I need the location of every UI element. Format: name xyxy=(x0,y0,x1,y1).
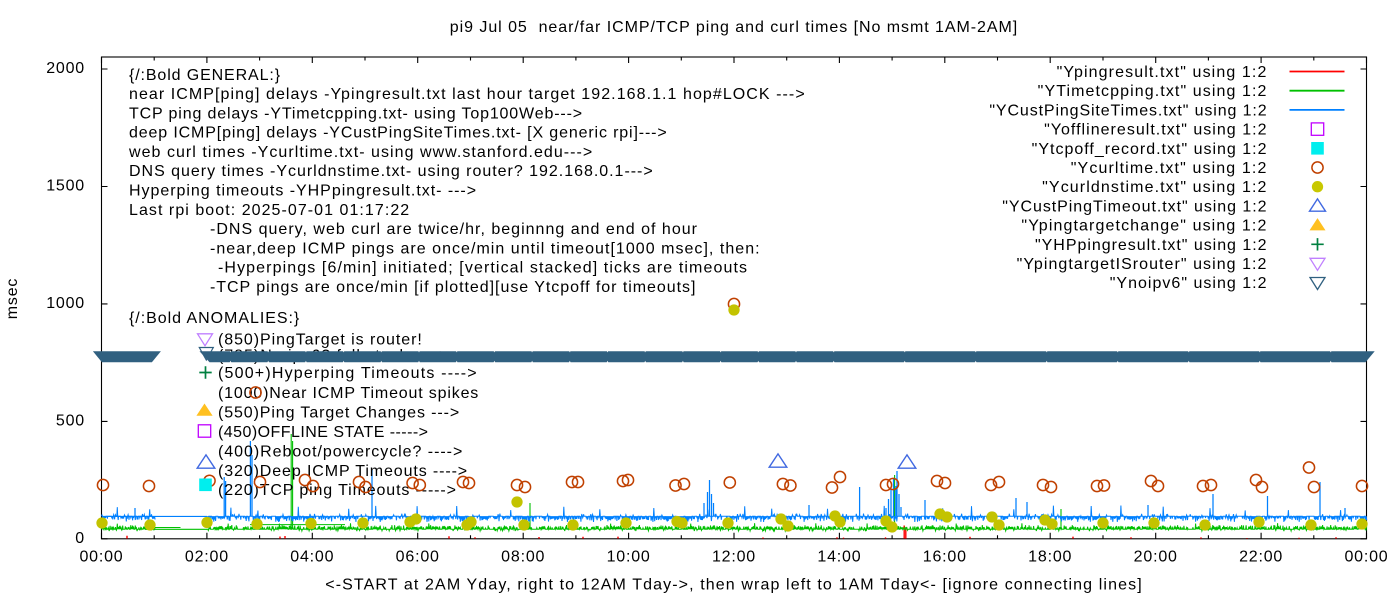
svg-text:Hyperping timeouts -YHPpingres: Hyperping timeouts -YHPpingresult.txt- -… xyxy=(129,183,477,200)
svg-text:pi9 Jul 05 near/far ICMP/TCP: pi9 Jul 05 near/far ICMP/TCP ping and cu… xyxy=(450,19,1018,36)
svg-text:"Ypingresult.txt" using 1:2: "Ypingresult.txt" using 1:2 xyxy=(1057,64,1268,81)
svg-text:"Ytcpoff_record.txt" using 1:2: "Ytcpoff_record.txt" using 1:2 xyxy=(1032,141,1268,158)
svg-text:22:00: 22:00 xyxy=(1239,549,1283,566)
svg-text:"YHPpingresult.txt" using 1:2: "YHPpingresult.txt" using 1:2 xyxy=(1035,237,1267,254)
svg-text:-Hyperpings [6/min] initiated;: -Hyperpings [6/min] initiated; [vertical… xyxy=(218,260,748,277)
svg-text:deep ICMP[ping] delays -YCustP: deep ICMP[ping] delays -YCustPingSiteTim… xyxy=(129,125,668,142)
svg-text:"YpingtargetISrouter" using 1:: "YpingtargetISrouter" using 1:2 xyxy=(1017,256,1268,273)
svg-text:06:00: 06:00 xyxy=(396,549,440,566)
svg-text:500: 500 xyxy=(56,413,85,430)
svg-text:<-START at 2AM Yday, right to: <-START at 2AM Yday, right to 12AM Tday-… xyxy=(325,577,1143,594)
svg-text:-DNS query, web curl are twice: -DNS query, web curl are twice/hr, begin… xyxy=(210,221,698,238)
svg-text:"Ynoipv6" using 1:2: "Ynoipv6" using 1:2 xyxy=(1110,275,1268,292)
svg-text:-TCP pings are once/min [if pl: -TCP pings are once/min [if plotted][use… xyxy=(210,279,696,296)
svg-text:{/:Bold ANOMALIES:}: {/:Bold ANOMALIES:} xyxy=(129,310,300,327)
svg-text:00:00: 00:00 xyxy=(1344,549,1388,566)
svg-text:(850)PingTarget is router!: (850)PingTarget is router! xyxy=(218,332,423,349)
svg-text:18:00: 18:00 xyxy=(1028,549,1072,566)
svg-text:0: 0 xyxy=(75,530,85,547)
svg-text:-near,deep ICMP pings are once: -near,deep ICMP pings are once/min until… xyxy=(210,240,761,257)
svg-text:TCP ping delays -YTimetcpping.: TCP ping delays -YTimetcpping.txt- using… xyxy=(129,105,583,122)
svg-text:Last rpi boot: 2025-07-01 01:1: Last rpi boot: 2025-07-01 01:17:22 xyxy=(129,202,410,219)
svg-text:"YCustPingSiteTimes.txt" using: "YCustPingSiteTimes.txt" using 1:2 xyxy=(989,102,1267,119)
svg-text:10:00: 10:00 xyxy=(607,549,651,566)
svg-text:{/:Bold GENERAL:}: {/:Bold GENERAL:} xyxy=(129,67,281,84)
svg-text:1500: 1500 xyxy=(46,178,85,195)
svg-text:00:00: 00:00 xyxy=(79,549,123,566)
svg-text:msec: msec xyxy=(4,278,21,319)
svg-text:web curl times -Ycurltime.txt-: web curl times -Ycurltime.txt- using www… xyxy=(128,144,593,161)
svg-text:"YTimetcpping.txt" using 1:2: "YTimetcpping.txt" using 1:2 xyxy=(1038,83,1268,100)
svg-text:"Yofflineresult.txt" using 1:2: "Yofflineresult.txt" using 1:2 xyxy=(1044,122,1267,139)
svg-text:"YCustPingTimeout.txt" using 1: "YCustPingTimeout.txt" using 1:2 xyxy=(1002,198,1267,215)
svg-text:(550)Ping Target Changes --->: (550)Ping Target Changes ---> xyxy=(218,405,460,422)
svg-text:16:00: 16:00 xyxy=(923,549,967,566)
svg-text:04:00: 04:00 xyxy=(290,549,334,566)
svg-text:(1000)Near ICMP Timeout spikes: (1000)Near ICMP Timeout spikes xyxy=(218,385,479,402)
svg-text:(220)TCP ping Timeouts ----->: (220)TCP ping Timeouts -----> xyxy=(218,482,457,499)
svg-text:1000: 1000 xyxy=(46,295,85,312)
svg-text:2000: 2000 xyxy=(46,60,85,77)
svg-text:20:00: 20:00 xyxy=(1134,549,1178,566)
svg-text:near ICMP[ping] delays -Ypingr: near ICMP[ping] delays -Ypingresult.txt … xyxy=(129,86,806,103)
svg-text:(400)Reboot/powercycle? ---->: (400)Reboot/powercycle? ----> xyxy=(218,444,463,461)
svg-text:12:00: 12:00 xyxy=(712,549,756,566)
svg-text:"Ycurltime.txt" using 1:2: "Ycurltime.txt" using 1:2 xyxy=(1071,160,1268,177)
svg-text:(500+)Hyperping Timeouts ---->: (500+)Hyperping Timeouts ----> xyxy=(218,365,478,382)
svg-text:14:00: 14:00 xyxy=(817,549,861,566)
svg-text:02:00: 02:00 xyxy=(185,549,229,566)
svg-text:08:00: 08:00 xyxy=(501,549,545,566)
svg-text:DNS query times -Ycurldnstime.: DNS query times -Ycurldnstime.txt- using… xyxy=(129,163,654,180)
svg-text:"Ycurldnstime.txt" using 1:2: "Ycurldnstime.txt" using 1:2 xyxy=(1042,179,1267,196)
svg-text:"Ypingtargetchange" using 1:2: "Ypingtargetchange" using 1:2 xyxy=(1021,218,1267,235)
svg-text:(320)Deep ICMP Timeouts ---->: (320)Deep ICMP Timeouts ----> xyxy=(218,463,468,480)
svg-text:(450)OFFLINE STATE ----->: (450)OFFLINE STATE -----> xyxy=(218,424,428,441)
